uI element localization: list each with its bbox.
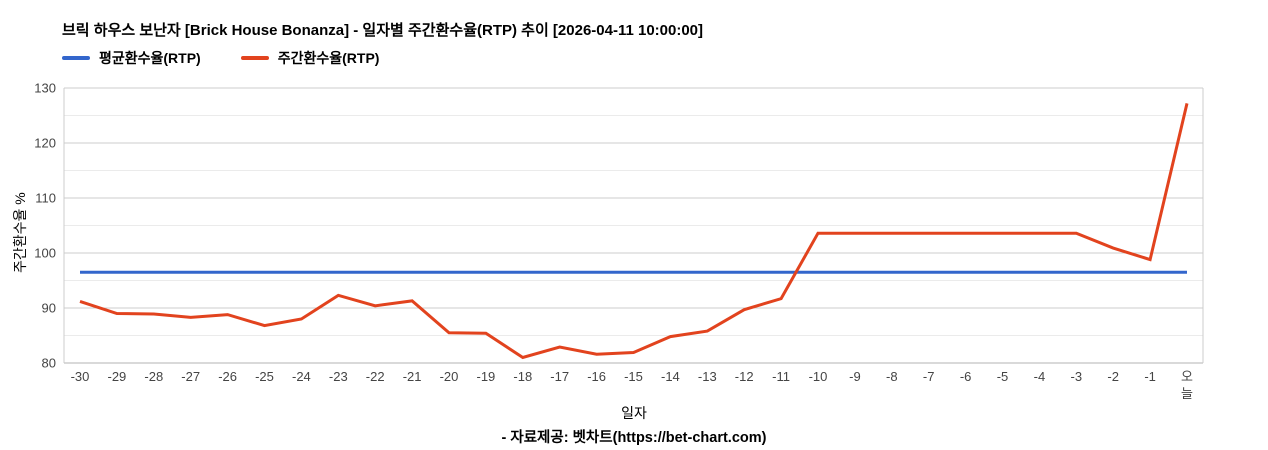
x-tick-label: -2: [1107, 369, 1119, 384]
legend: 평균환수율(RTP) 주간환수율(RTP): [62, 48, 379, 68]
x-tick-label: -30: [71, 369, 90, 384]
x-tick-label: -4: [1034, 369, 1046, 384]
x-tick-label: -8: [886, 369, 898, 384]
y-tick-label: 110: [35, 191, 56, 206]
average-line-swatch-icon: [62, 56, 90, 60]
x-tick-label: -23: [329, 369, 348, 384]
x-tick-label: -1: [1144, 369, 1156, 384]
x-tick-label: -13: [698, 369, 717, 384]
weekly-line-swatch-icon: [240, 56, 269, 60]
x-tick-label: -3: [1071, 369, 1083, 384]
chart-title: 브릭 하우스 보난자 [Brick House Bonanza] - 일자별 주…: [62, 22, 704, 39]
x-tick-label: -22: [366, 369, 385, 384]
y-tick-label: 100: [34, 246, 56, 261]
legend-item-weekly: 주간환수율(RTP): [240, 48, 380, 68]
x-tick-label: -9: [849, 369, 861, 384]
x-tick-label: -19: [477, 369, 496, 384]
x-tick-label: -21: [403, 369, 422, 384]
x-tick-label: -12: [735, 369, 754, 384]
y-tick-label: 120: [34, 136, 56, 151]
x-tick-label: -20: [440, 369, 459, 384]
x-tick-label: -14: [661, 369, 680, 384]
x-tick-label: -6: [960, 369, 972, 384]
x-tick-label: -18: [513, 369, 532, 384]
x-tick-label: -5: [997, 369, 1009, 384]
x-tick-label: -16: [587, 369, 606, 384]
x-axis-title: 일자: [621, 405, 647, 421]
y-tick-label: 80: [42, 356, 56, 371]
source-credit: - 자료제공: 벳차트(https://bet-chart.com): [501, 430, 767, 446]
x-tick-label: -29: [108, 369, 127, 384]
x-tick-label: -7: [923, 369, 935, 384]
legend-label-weekly: 주간환수율(RTP): [277, 50, 380, 66]
y-tick-label: 90: [42, 301, 56, 316]
x-tick-label: -24: [292, 369, 311, 384]
x-tick-label: -11: [772, 369, 790, 384]
x-tick-label: -27: [181, 369, 200, 384]
x-tick-label: -25: [255, 369, 274, 384]
x-tick-label: -15: [624, 369, 643, 384]
x-tick-label: -26: [218, 369, 237, 384]
y-tick-label: 130: [34, 81, 56, 96]
weekly-rtp-line: [79, 103, 1189, 360]
x-tick-label: -10: [809, 369, 828, 384]
legend-item-average: 평균환수율(RTP): [62, 48, 201, 68]
x-tick-label: -28: [144, 369, 163, 384]
legend-label-average: 평균환수율(RTP): [99, 50, 201, 66]
x-tick-label: -17: [550, 369, 569, 384]
